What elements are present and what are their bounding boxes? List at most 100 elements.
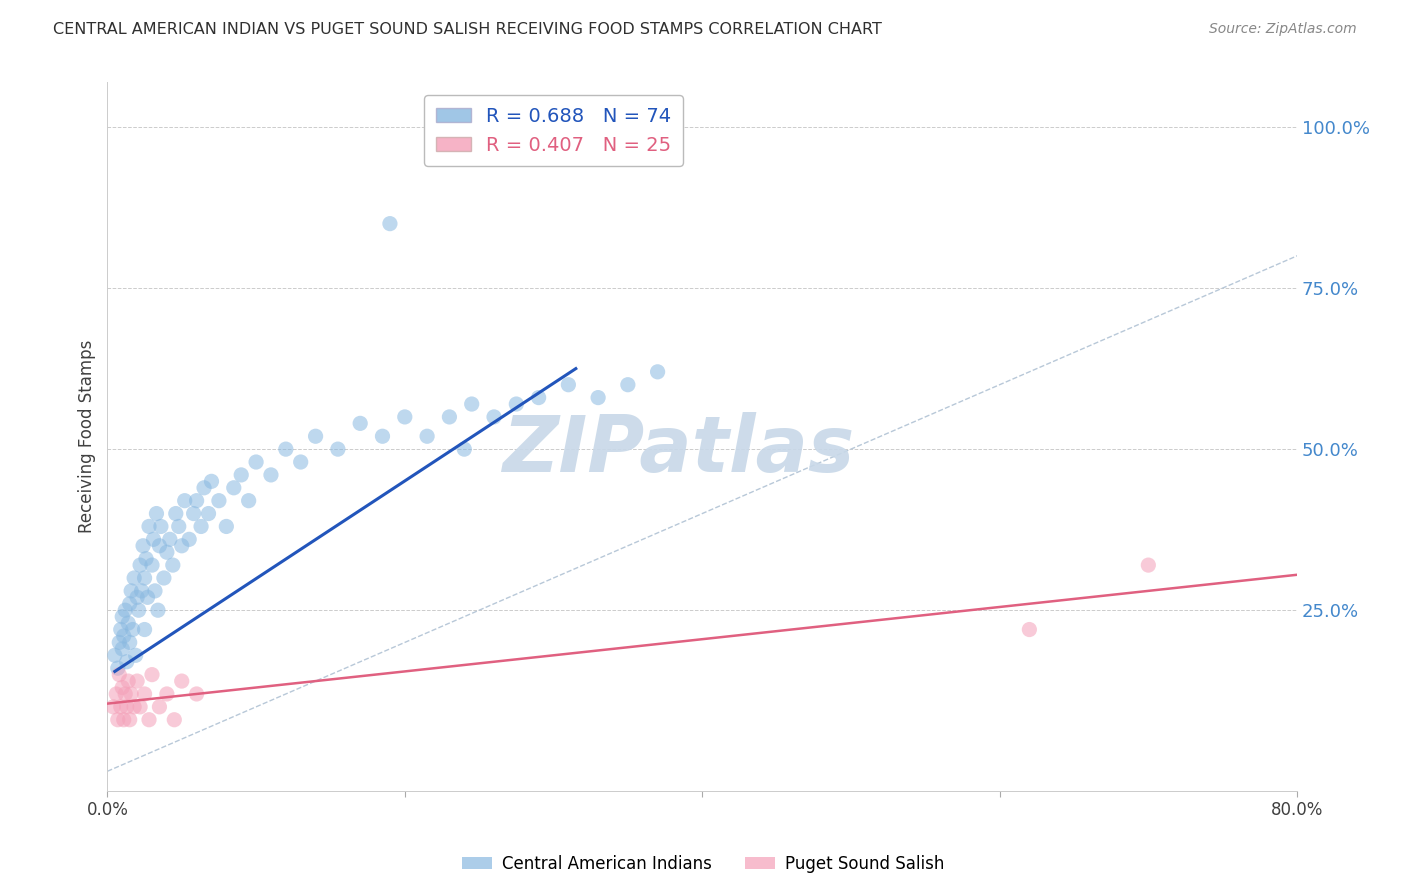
Point bbox=[136, 591, 159, 605]
Point bbox=[129, 699, 152, 714]
Point bbox=[132, 539, 155, 553]
Point bbox=[163, 713, 186, 727]
Point bbox=[170, 539, 193, 553]
Point bbox=[1137, 558, 1160, 573]
Point bbox=[134, 571, 156, 585]
Point bbox=[461, 397, 484, 411]
Y-axis label: Receiving Food Stamps: Receiving Food Stamps bbox=[79, 340, 96, 533]
Point bbox=[112, 713, 135, 727]
Point bbox=[222, 481, 245, 495]
Point bbox=[110, 699, 132, 714]
Point bbox=[186, 687, 208, 701]
Point bbox=[208, 493, 231, 508]
Point bbox=[153, 571, 176, 585]
Point bbox=[290, 455, 312, 469]
Point bbox=[156, 545, 179, 559]
Point bbox=[371, 429, 394, 443]
Point bbox=[134, 623, 156, 637]
Point bbox=[245, 455, 267, 469]
Point bbox=[231, 467, 253, 482]
Point bbox=[129, 558, 152, 573]
Point bbox=[349, 417, 371, 431]
Point bbox=[131, 583, 153, 598]
Point bbox=[586, 391, 609, 405]
Point bbox=[146, 603, 169, 617]
Point bbox=[527, 391, 550, 405]
Point bbox=[183, 507, 205, 521]
Point bbox=[135, 551, 157, 566]
Point bbox=[108, 635, 131, 649]
Point bbox=[141, 667, 163, 681]
Point bbox=[148, 539, 170, 553]
Point bbox=[112, 629, 135, 643]
Point bbox=[179, 533, 201, 547]
Point bbox=[115, 699, 138, 714]
Point bbox=[118, 713, 141, 727]
Point bbox=[215, 519, 238, 533]
Point bbox=[115, 655, 138, 669]
Point bbox=[111, 609, 134, 624]
Point bbox=[107, 713, 129, 727]
Point bbox=[617, 377, 640, 392]
Point bbox=[127, 674, 149, 689]
Point bbox=[304, 429, 326, 443]
Point bbox=[647, 365, 669, 379]
Point bbox=[118, 635, 141, 649]
Point bbox=[260, 467, 283, 482]
Point bbox=[1018, 623, 1040, 637]
Point bbox=[128, 603, 150, 617]
Point bbox=[108, 667, 131, 681]
Point bbox=[162, 558, 184, 573]
Point bbox=[143, 583, 166, 598]
Point bbox=[141, 558, 163, 573]
Point bbox=[148, 699, 170, 714]
Point bbox=[186, 493, 208, 508]
Point bbox=[110, 623, 132, 637]
Point bbox=[453, 442, 475, 457]
Point bbox=[142, 533, 165, 547]
Point bbox=[326, 442, 349, 457]
Point bbox=[120, 583, 142, 598]
Point bbox=[138, 519, 160, 533]
Point bbox=[378, 217, 401, 231]
Point bbox=[117, 674, 139, 689]
Point bbox=[120, 687, 142, 701]
Point bbox=[274, 442, 297, 457]
Point bbox=[145, 507, 167, 521]
Point bbox=[416, 429, 439, 443]
Point bbox=[122, 571, 145, 585]
Legend: R = 0.688   N = 74, R = 0.407   N = 25: R = 0.688 N = 74, R = 0.407 N = 25 bbox=[425, 95, 683, 166]
Point bbox=[149, 519, 172, 533]
Point bbox=[107, 661, 129, 675]
Text: Source: ZipAtlas.com: Source: ZipAtlas.com bbox=[1209, 22, 1357, 37]
Point bbox=[134, 687, 156, 701]
Point bbox=[103, 699, 125, 714]
Point bbox=[238, 493, 260, 508]
Point bbox=[118, 597, 141, 611]
Point bbox=[439, 409, 461, 424]
Point bbox=[124, 648, 146, 663]
Legend: Central American Indians, Puget Sound Salish: Central American Indians, Puget Sound Sa… bbox=[456, 848, 950, 880]
Point bbox=[122, 699, 145, 714]
Point bbox=[482, 409, 505, 424]
Point bbox=[190, 519, 212, 533]
Point bbox=[197, 507, 219, 521]
Point bbox=[200, 475, 222, 489]
Point bbox=[127, 591, 149, 605]
Point bbox=[114, 687, 136, 701]
Point bbox=[394, 409, 416, 424]
Point bbox=[193, 481, 215, 495]
Point bbox=[138, 713, 160, 727]
Point bbox=[170, 674, 193, 689]
Point bbox=[111, 681, 134, 695]
Point bbox=[117, 616, 139, 631]
Point bbox=[114, 603, 136, 617]
Point bbox=[165, 507, 187, 521]
Point bbox=[156, 687, 179, 701]
Text: CENTRAL AMERICAN INDIAN VS PUGET SOUND SALISH RECEIVING FOOD STAMPS CORRELATION : CENTRAL AMERICAN INDIAN VS PUGET SOUND S… bbox=[53, 22, 883, 37]
Point bbox=[167, 519, 190, 533]
Point bbox=[557, 377, 579, 392]
Point bbox=[159, 533, 181, 547]
Point bbox=[121, 623, 143, 637]
Point bbox=[505, 397, 527, 411]
